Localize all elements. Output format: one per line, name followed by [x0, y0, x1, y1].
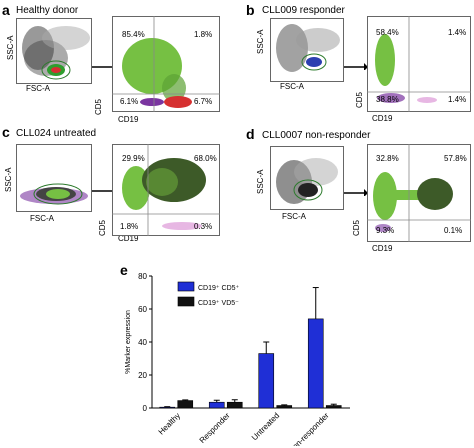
bar — [276, 405, 293, 409]
cd19-label-c: CD19 — [118, 234, 139, 243]
x-tick-label: Responder — [198, 411, 232, 445]
quadrant-ul-d: 32.8% — [376, 154, 399, 163]
ssc-label-c: SSC-A — [4, 167, 13, 192]
bar — [177, 400, 194, 409]
y-tick-label: 40 — [138, 338, 147, 347]
quadrant-ul-a: 85.4% — [122, 30, 145, 39]
marker-expression-bar-chart: 0 20 40 60 80 %Marker expression Healthy Respo… — [125, 272, 350, 446]
panel-letter-e: e — [120, 262, 128, 278]
quadrant-ul-b: 58.4% — [376, 28, 399, 37]
cd5-cd19-plot-c — [112, 144, 220, 236]
cd5-cd19-plot-d — [367, 144, 471, 242]
cd19-label-b: CD19 — [372, 114, 393, 123]
quadrant-ur-c: 68.0% — [194, 154, 217, 163]
panel-letter-a: a — [2, 2, 10, 18]
ssc-label-d: SSC-A — [256, 169, 265, 194]
legend-swatch — [177, 281, 195, 292]
cd5-label-a: CD5 — [94, 98, 103, 115]
x-tick-label: Non-responder — [287, 411, 331, 446]
fsc-label-c: FSC-A — [30, 214, 54, 223]
quadrant-ll-d: 9.3% — [376, 226, 395, 235]
quadrant-lr-b: 1.4% — [448, 95, 467, 104]
cd5-label-b: CD5 — [355, 91, 364, 108]
quadrant-lr-d: 0.1% — [444, 226, 463, 235]
cd19-label-a: CD19 — [118, 115, 139, 124]
y-tick-label: 0 — [143, 404, 148, 413]
panel-title-b: CLL009 responder — [262, 5, 345, 16]
scatter-gate-plot-d — [270, 146, 344, 210]
bar — [159, 406, 176, 409]
bar — [208, 401, 225, 409]
ssc-label-b: SSC-A — [256, 29, 265, 54]
quadrant-ll-b: 38.8% — [376, 95, 399, 104]
cd5-cd19-plot-b — [367, 16, 471, 112]
panel-letter-c: c — [2, 124, 10, 140]
quadrant-lr-a: 6.7% — [194, 97, 213, 106]
quadrant-ul-c: 29.9% — [122, 154, 145, 163]
scatter-gate-plot-a — [16, 18, 92, 84]
legend-label: CD19⁺ CD5⁺ — [198, 285, 240, 292]
legend-label: CD19⁺ VD5⁻ — [198, 300, 239, 307]
panel-title-c: CLL024 untreated — [16, 128, 97, 139]
gate-arrow-b — [344, 63, 368, 70]
y-tick-label: 80 — [138, 272, 147, 281]
quadrant-ll-c: 1.8% — [120, 222, 139, 231]
scatter-gate-plot-c — [16, 144, 92, 212]
bar — [258, 353, 275, 409]
y-tick-label: 60 — [138, 305, 147, 314]
y-tick-label: 20 — [138, 371, 147, 380]
gate-arrow-d — [344, 189, 368, 196]
x-tick-label: Untreated — [250, 411, 281, 442]
scatter-gate-plot-b — [270, 18, 344, 82]
cd5-cd19-plot-a — [112, 16, 220, 112]
cd5-label-c: CD5 — [98, 219, 107, 236]
chart-bars: Healthy Responder Untreated Non-responder — [157, 287, 342, 446]
fsc-label-d: FSC-A — [282, 212, 306, 221]
quadrant-ur-b: 1.4% — [448, 28, 467, 37]
quadrant-lr-c: 0.3% — [194, 222, 213, 231]
fsc-label-b: FSC-A — [280, 82, 304, 91]
quadrant-ur-d: 57.8% — [444, 154, 467, 163]
panel-letter-d: d — [246, 126, 255, 142]
cd5-label-d: CD5 — [352, 219, 361, 236]
bar — [226, 401, 243, 409]
panel-title-a: Healthy donor — [16, 5, 79, 16]
cd19-label-d: CD19 — [372, 244, 393, 253]
panel-letter-b: b — [246, 2, 255, 18]
ssc-label-a: SSC-A — [6, 35, 15, 60]
bar — [307, 318, 324, 409]
quadrant-ur-a: 1.8% — [194, 30, 213, 39]
fsc-label-a: FSC-A — [26, 84, 50, 93]
legend-swatch — [177, 296, 195, 307]
bar — [325, 405, 342, 409]
chart-legend: CD19⁺ CD5⁺ CD19⁺ VD5⁻ — [177, 281, 240, 307]
quadrant-ll-a: 6.1% — [120, 97, 139, 106]
panel-title-d: CLL0007 non-responder — [262, 130, 371, 141]
x-tick-label: Healthy — [157, 411, 183, 437]
y-axis-label: %Marker expression — [125, 310, 132, 374]
